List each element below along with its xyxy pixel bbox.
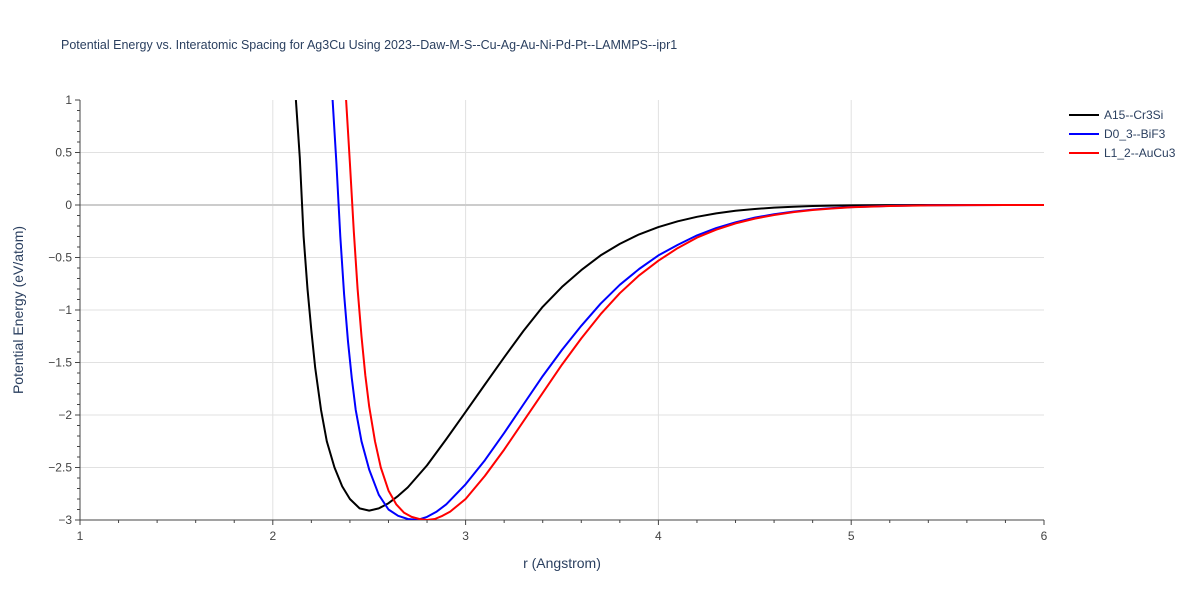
- legend[interactable]: A15--Cr3Si D0_3--BiF3 L1_2--AuCu3: [1069, 108, 1176, 160]
- x-tick-label: 6: [1041, 529, 1048, 543]
- x-axis-title: r (Angstrom): [523, 555, 601, 571]
- y-tick-label: −1.5: [48, 356, 72, 370]
- y-tick-label: −3: [58, 513, 72, 527]
- x-tick-label: 4: [655, 529, 662, 543]
- legend-item[interactable]: A15--Cr3Si: [1069, 108, 1163, 122]
- x-tick-label: 5: [848, 529, 855, 543]
- y-tick-label: −1: [58, 303, 72, 317]
- y-tick-label: −0.5: [48, 251, 72, 265]
- x-tick-label: 1: [77, 529, 84, 543]
- x-tick-label: 3: [462, 529, 469, 543]
- series-line-3[interactable]: [345, 100, 1044, 520]
- legend-item[interactable]: D0_3--BiF3: [1069, 127, 1166, 141]
- y-axis-title: Potential Energy (eV/atom): [10, 226, 26, 394]
- x-tick-label: 2: [269, 529, 276, 543]
- y-tick-label: 1: [65, 93, 72, 107]
- axes-layer: 1 2 3 4 5 6 1 0.5 0 −0.5 −1 −1.5 −2 −2.5 −3: [48, 93, 1047, 543]
- y-tick-label: −2.5: [48, 461, 72, 475]
- series-line-1[interactable]: [294, 100, 1044, 512]
- series-layer: [294, 100, 1044, 520]
- y-tick-label: 0.5: [55, 146, 72, 160]
- grid-layer: [80, 100, 1044, 520]
- legend-label: A15--Cr3Si: [1104, 108, 1163, 122]
- chart-title: Potential Energy vs. Interatomic Spacing…: [61, 38, 678, 52]
- y-tick-label: −2: [58, 408, 72, 422]
- legend-label: D0_3--BiF3: [1104, 127, 1166, 141]
- legend-label: L1_2--AuCu3: [1104, 146, 1176, 160]
- y-tick-label: 0: [65, 198, 72, 212]
- legend-item[interactable]: L1_2--AuCu3: [1069, 146, 1176, 160]
